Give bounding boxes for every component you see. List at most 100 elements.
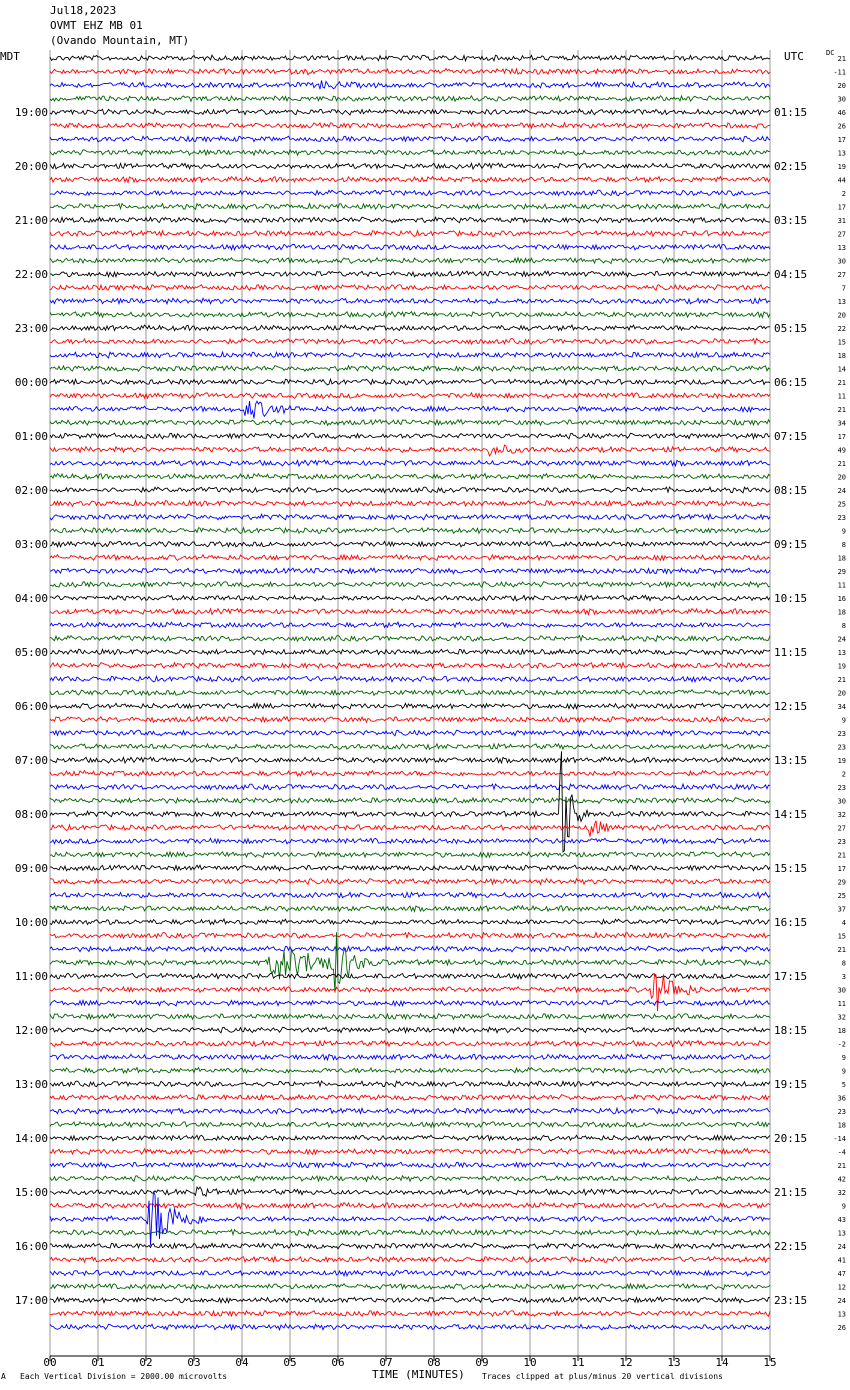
- left-hour-label: 16:00: [15, 1240, 48, 1253]
- dc-offset-value: 32: [838, 811, 846, 819]
- dc-offset-value: 23: [838, 784, 846, 792]
- dc-offset-value: 8: [842, 960, 846, 968]
- left-hour-label: 06:00: [15, 700, 48, 713]
- dc-offset-value: 9: [842, 528, 846, 536]
- left-hour-label: 10:00: [15, 916, 48, 929]
- trace-row-22: [49, 350, 771, 359]
- dc-offset-value: 13: [838, 1311, 846, 1319]
- left-hour-label: 22:00: [15, 268, 48, 281]
- x-tick-label: 15: [763, 1356, 776, 1369]
- right-hour-label: 01:15: [774, 106, 807, 119]
- right-hour-label: 13:15: [774, 754, 807, 767]
- trace-row-48: [49, 701, 771, 710]
- dc-offset-value: 21: [838, 460, 846, 468]
- dc-offset-value: 21: [838, 55, 846, 63]
- trace-row-5: [49, 121, 771, 130]
- x-tick-label: 07: [379, 1356, 392, 1369]
- scale-note: Each Vertical Division = 2000.00 microvo…: [20, 1372, 228, 1381]
- trace-row-35: [49, 526, 771, 535]
- trace-row-40: [49, 593, 771, 602]
- dc-offset-value: 13: [838, 649, 846, 657]
- dc-offset-value: 21: [838, 379, 846, 387]
- left-hour-label: 21:00: [15, 214, 48, 227]
- dc-offset-value: 27: [838, 825, 846, 833]
- dc-offset-value: 41: [838, 1257, 846, 1265]
- left-hour-label: 17:00: [15, 1294, 48, 1307]
- dc-offset-value: 13: [838, 1230, 846, 1238]
- dc-offset-value: 49: [838, 447, 846, 455]
- dc-offset-value: 5: [842, 1081, 846, 1089]
- trace-row-72: [49, 1026, 771, 1035]
- left-hour-label: 09:00: [15, 862, 48, 875]
- right-hour-label: 21:15: [774, 1186, 807, 1199]
- dc-offset-value: 23: [838, 744, 846, 752]
- trace-row-67: [49, 932, 771, 993]
- dc-offset-value: 13: [838, 150, 846, 158]
- trace-row-30: [49, 459, 771, 468]
- trace-row-41: [49, 607, 771, 616]
- trace-row-47: [49, 688, 771, 697]
- dc-offset-value: 20: [838, 474, 846, 482]
- right-hour-label: 10:15: [774, 592, 807, 605]
- trace-row-9: [49, 175, 771, 184]
- dc-offset-value: 20: [838, 82, 846, 90]
- trace-row-32: [49, 486, 771, 494]
- chart-date: Jul18,2023: [50, 4, 117, 17]
- trace-row-61: [49, 877, 771, 886]
- trace-row-51: [49, 742, 771, 751]
- dc-offset-value: 47: [838, 1270, 846, 1278]
- x-tick-label: 06: [331, 1356, 344, 1369]
- dc-offset-value: 42: [838, 1176, 846, 1184]
- x-tick-label: 11: [571, 1356, 584, 1369]
- dc-offset-value: 23: [838, 838, 846, 846]
- trace-row-92: [49, 1296, 771, 1304]
- left-hour-label: 05:00: [15, 646, 48, 659]
- trace-row-43: [49, 634, 771, 643]
- right-hour-label: 06:15: [774, 376, 807, 389]
- dc-offset-value: 16: [838, 595, 846, 603]
- left-hour-label: 23:00: [15, 322, 48, 335]
- trace-row-53: [49, 769, 771, 777]
- trace-row-28: [49, 432, 771, 441]
- right-hour-label: 02:15: [774, 160, 807, 173]
- dc-offset-value: 44: [838, 177, 846, 185]
- dc-offset-value: 34: [838, 703, 846, 711]
- left-hour-label: 14:00: [15, 1132, 48, 1145]
- trace-row-24: [49, 377, 771, 386]
- trace-row-81: [49, 1147, 771, 1156]
- dc-offset-value: 32: [838, 1014, 846, 1022]
- dc-offset-value: 29: [838, 879, 846, 887]
- left-hour-label: 04:00: [15, 592, 48, 605]
- right-hour-label: 03:15: [774, 214, 807, 227]
- right-hour-label: 20:15: [774, 1132, 807, 1145]
- x-tick-label: 03: [187, 1356, 200, 1369]
- trace-row-90: [49, 1269, 771, 1278]
- dc-offset-value: 22: [838, 325, 846, 333]
- x-tick-label: 01: [91, 1356, 104, 1369]
- trace-row-89: [49, 1255, 771, 1264]
- left-hour-label: 19:00: [15, 106, 48, 119]
- dc-offset-value: 17: [838, 865, 846, 873]
- dc-offset-value: 9: [842, 1068, 846, 1076]
- dc-offset-value: 27: [838, 231, 846, 239]
- dc-offset-value: 20: [838, 690, 846, 698]
- left-hour-label: 13:00: [15, 1078, 48, 1091]
- trace-row-85: [49, 1201, 771, 1210]
- dc-offset-value: 17: [838, 204, 846, 212]
- dc-offset-value: 24: [838, 1297, 846, 1305]
- chart-location: (Ovando Mountain, MT): [50, 34, 190, 47]
- dc-offset-value: 18: [838, 1027, 846, 1035]
- trace-row-7: [49, 148, 771, 157]
- trace-row-20: [49, 324, 770, 332]
- dc-offset-value: -2: [838, 1041, 846, 1049]
- trace-row-45: [49, 661, 771, 670]
- trace-row-75: [50, 1066, 771, 1075]
- x-tick-label: 05: [283, 1356, 296, 1369]
- trace-row-79: [49, 1120, 771, 1129]
- trace-row-57: [49, 820, 771, 837]
- trace-row-62: [49, 890, 771, 900]
- dc-offset-value: 32: [838, 1189, 846, 1197]
- trace-row-63: [49, 904, 771, 913]
- trace-row-52: [49, 756, 771, 765]
- trace-row-87: [49, 1228, 771, 1237]
